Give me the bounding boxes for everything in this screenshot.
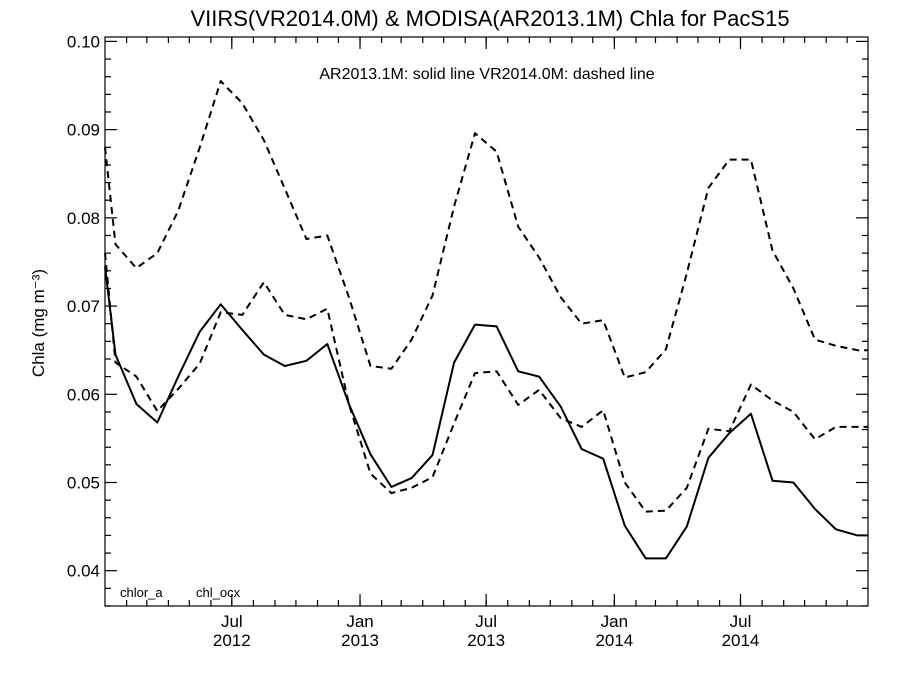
line-style-note: AR2013.1M: solid line VR2014.0M: dashed … [319,66,654,83]
y-axis-label: Chla (mg m⁻³) [29,269,48,377]
x-tick-year: 2014 [722,631,760,650]
y-tick-label: 0.09 [67,121,100,140]
x-tick-month: Jan [346,612,373,631]
y-tick-label: 0.04 [67,562,100,581]
x-tick-year: 2013 [341,631,379,650]
y-tick-label: 0.05 [67,473,100,492]
x-tick-month: Jul [221,612,243,631]
y-tick-label: 0.10 [67,32,100,51]
y-tick-label: 0.06 [67,385,100,404]
series-line-dashed-chlor-a-1 [104,80,868,379]
x-tick-year: 2013 [467,631,505,650]
x-tick-year: 2014 [595,631,633,650]
y-tick-label: 0.08 [67,209,100,228]
legend-item-chlor-a: chlor_a [120,585,163,600]
series-line-dashed-chl-ocx-2 [104,253,868,513]
y-tick-label: 0.07 [67,297,100,316]
series-line-solid-chlor-a-0 [104,266,868,560]
x-tick-month: Jan [601,612,628,631]
x-tick-month: Jul [730,612,752,631]
legend-item-chl-ocx: chl_ocx [196,585,241,600]
chart-title: VIIRS(VR2014.0M) & MODISA(AR2013.1M) Chl… [190,6,789,31]
series-layer [104,80,868,560]
axis-ticks: 0.040.050.060.070.080.090.10Jul2012Jan20… [67,32,868,650]
x-tick-month: Jul [475,612,497,631]
plot-frame [104,36,869,607]
x-tick-year: 2012 [213,631,251,650]
